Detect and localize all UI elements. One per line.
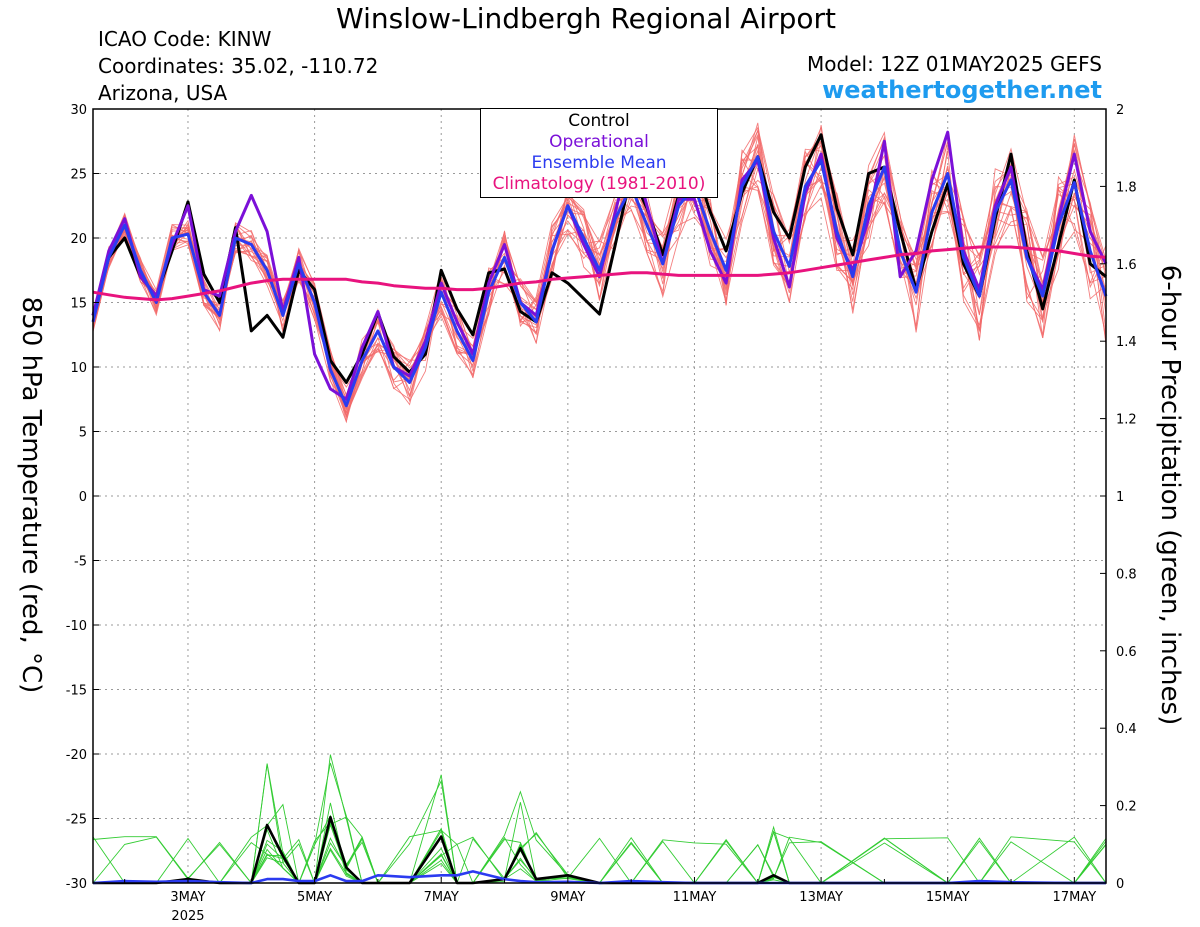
legend-entry-control: Control [568, 111, 630, 131]
model-run: Model: 12Z 01MAY2025 GEFS [807, 52, 1102, 76]
precip-member-line [93, 802, 1107, 884]
precip-mean-line [92, 870, 1106, 885]
precip-member-line [93, 790, 1107, 884]
precip-member-line [92, 814, 1106, 884]
y2-tick-label: 0 [1116, 877, 1124, 892]
region: Arizona, USA [98, 81, 228, 105]
icao-code: ICAO Code: KINW [98, 27, 272, 51]
y2-tick-label: 0.2 [1116, 800, 1137, 815]
y-tick-label: 15 [70, 297, 87, 312]
y-tick-label: 30 [70, 103, 87, 118]
y2-tick-label: 1 [1116, 490, 1124, 505]
y-axis-label: 850 hPa Temperature (red, °C) [16, 296, 46, 694]
axis-ticks: 302520151050-5-10-15-20-25-3021.81.61.41… [66, 103, 1137, 924]
y-tick-label: -20 [66, 748, 87, 763]
x-tick-label: 17MAY [1053, 890, 1097, 905]
x-tick-label: 7MAY [424, 890, 459, 905]
y2-tick-label: 0.8 [1116, 567, 1137, 582]
series-lines [91, 130, 1108, 408]
y-tick-label: 10 [70, 361, 87, 376]
x-tick-label: 15MAY [926, 890, 970, 905]
legend-entry-climatology: Climatology (1981-2010) [492, 174, 706, 194]
chart-title: Winslow-Lindbergh Regional Airport [336, 2, 836, 35]
y-tick-label: -25 [66, 813, 87, 828]
y2-tick-label: 0.6 [1116, 645, 1137, 660]
control-line [91, 133, 1107, 384]
legend-entry-ensemble-mean: Ensemble Mean [531, 153, 667, 173]
site-link[interactable]: weathertogether.net [822, 76, 1102, 104]
y2-tick-label: 0.4 [1116, 722, 1137, 737]
y-tick-label: -15 [66, 684, 87, 699]
y-tick-label: -30 [66, 877, 87, 892]
y2-tick-label: 1.6 [1116, 258, 1137, 273]
x-tick-label: 5MAY [297, 890, 332, 905]
precip-member-line [93, 802, 1107, 885]
precip-member-line [93, 763, 1107, 884]
precip-member-line [92, 803, 1107, 884]
ensemble-member-line [92, 157, 1107, 418]
x-tick-label: 13MAY [799, 890, 843, 905]
ensemble-member-line [92, 122, 1107, 420]
x-tick-label: 9MAY [550, 890, 585, 905]
ensemble-member-line [92, 125, 1107, 409]
y-tick-label: -10 [66, 619, 87, 634]
y-tick-label: 20 [70, 232, 87, 247]
grid-lines [93, 109, 1106, 883]
y2-tick-label: 2 [1116, 103, 1124, 118]
y2-tick-label: 1.4 [1116, 335, 1137, 350]
climatology-line [92, 245, 1107, 302]
legend: Control Operational Ensemble Mean Climat… [480, 108, 718, 198]
y-tick-label: 0 [79, 490, 87, 505]
ensemble-member-line [92, 128, 1107, 408]
y2-axis-label: 6-hour Precipitation (green, inches) [1155, 264, 1185, 726]
coordinates: Coordinates: 35.02, -110.72 [98, 54, 379, 78]
ensemble-mean-line [91, 155, 1108, 408]
y2-tick-label: 1.2 [1116, 413, 1137, 428]
legend-entry-operational: Operational [549, 132, 649, 152]
x-tick-label: 11MAY [673, 890, 717, 905]
x-tick-sublabel: 2025 [171, 909, 204, 924]
y-tick-label: 5 [79, 426, 87, 441]
y-tick-label: 25 [70, 168, 87, 183]
y2-tick-label: 1.8 [1116, 180, 1137, 195]
precip-member-line [93, 762, 1107, 885]
y-tick-label: -5 [74, 555, 87, 570]
x-tick-label: 3MAY [170, 890, 205, 905]
precip-member-line [93, 774, 1106, 884]
